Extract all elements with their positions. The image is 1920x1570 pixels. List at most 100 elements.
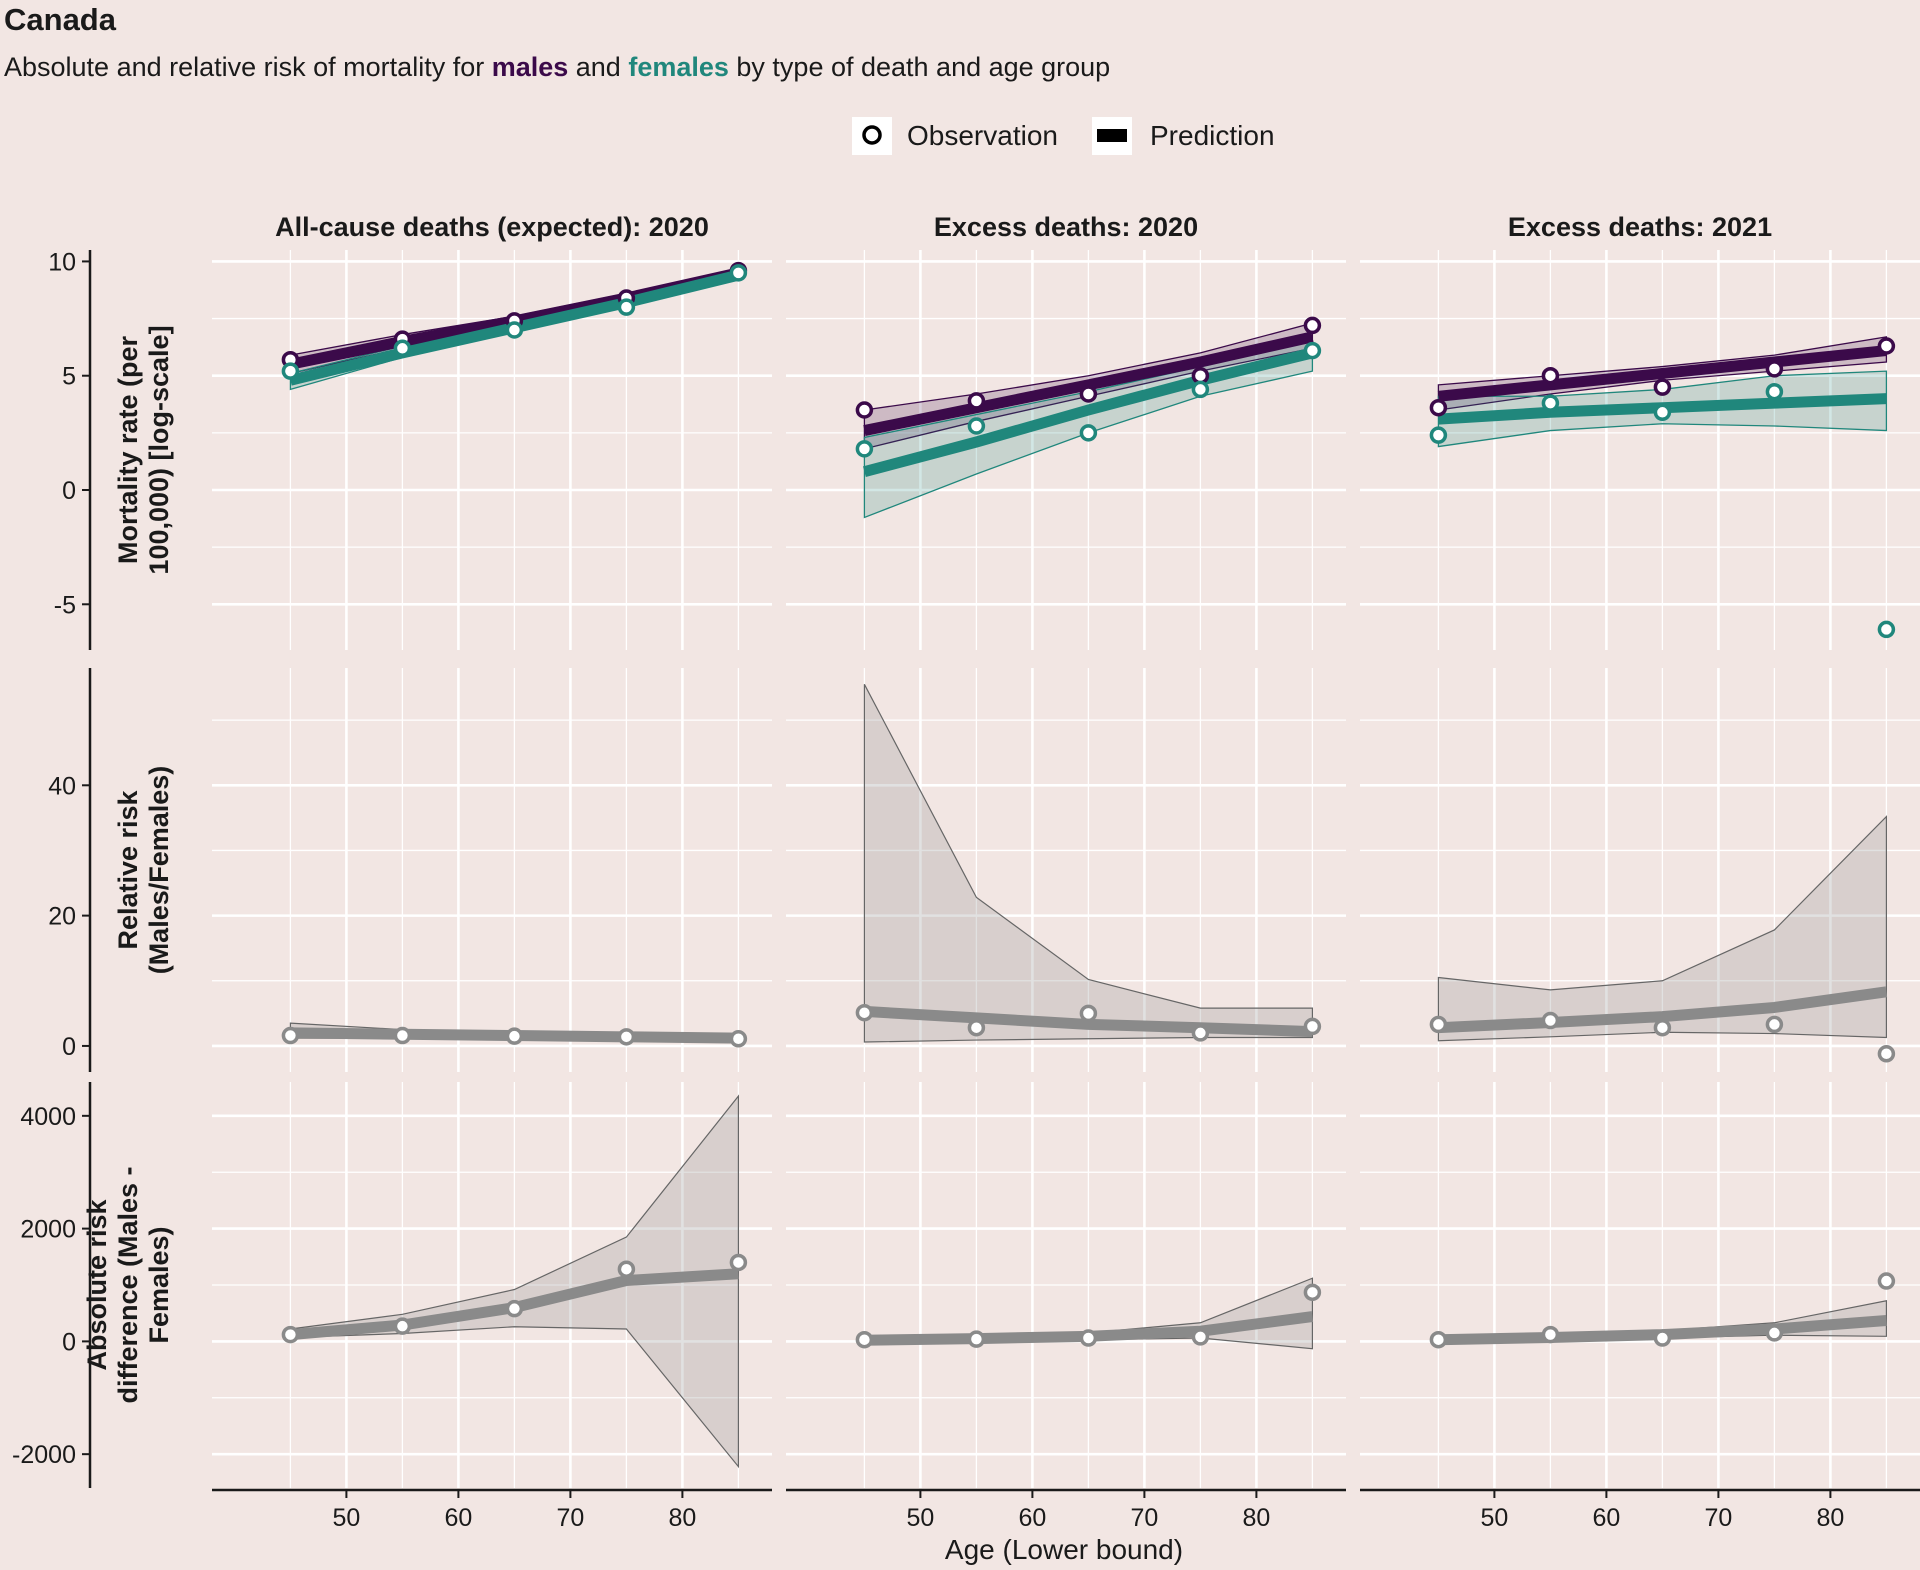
prediction-line bbox=[1438, 986, 1888, 1034]
observation-point-males bbox=[1541, 366, 1560, 385]
panel-relative_risk-1 bbox=[212, 668, 772, 1072]
subtitle-females: females bbox=[628, 52, 729, 82]
x-tick-label: 80 bbox=[668, 1504, 696, 1532]
y-tick-label: 5 bbox=[62, 363, 76, 391]
legend-prediction-marker bbox=[1097, 129, 1127, 142]
y-tick-label: 2000 bbox=[20, 1216, 76, 1244]
ci-band bbox=[1437, 815, 1887, 1042]
observation-point-females bbox=[1541, 394, 1560, 412]
observation-point-females bbox=[393, 339, 412, 358]
legend-observation-marker bbox=[862, 125, 882, 145]
observation-point-males bbox=[967, 392, 986, 410]
x-axis-title: Age (Lower bound) bbox=[945, 1534, 1183, 1565]
panel-absolute_risk-2 bbox=[786, 1082, 1346, 1488]
y-tick-label: 0 bbox=[62, 1033, 76, 1061]
observation-point bbox=[729, 1030, 748, 1048]
y-axis-title-line: (Males/Females) bbox=[144, 766, 174, 975]
y-tick-label: 0 bbox=[62, 477, 76, 505]
panel-relative_risk-2 bbox=[786, 668, 1346, 1072]
observation-point-females bbox=[1877, 620, 1896, 639]
subtitle-middle: and bbox=[568, 52, 629, 82]
panel-mortality-2 bbox=[786, 250, 1346, 650]
observation-point bbox=[505, 1027, 524, 1045]
x-tick-label: 70 bbox=[1704, 1504, 1732, 1532]
subtitle-suffix: by type of death and age group bbox=[728, 52, 1111, 82]
chart-title: Canada bbox=[4, 2, 116, 37]
observation-point-males bbox=[1765, 360, 1784, 378]
x-tick-label: 60 bbox=[444, 1504, 472, 1532]
y-axis-title-line: Females) bbox=[144, 1226, 174, 1343]
panel-mortality-3 bbox=[1360, 250, 1920, 650]
column-title: All-cause deaths (expected): 2020 bbox=[275, 212, 709, 242]
y-axis-title: Relative risk (Males/Females) bbox=[113, 766, 174, 975]
ci-band bbox=[863, 684, 1313, 1043]
subtitle-males: males bbox=[491, 52, 569, 82]
observation-point bbox=[1541, 1325, 1560, 1344]
observation-point-males bbox=[1429, 398, 1448, 417]
observation-point bbox=[393, 1317, 412, 1335]
observation-point bbox=[1429, 1015, 1448, 1034]
column-title: Excess deaths: 2020 bbox=[934, 212, 1198, 242]
y-axis-title-line: Mortality rate (per bbox=[113, 335, 143, 564]
observation-point bbox=[1653, 1018, 1672, 1037]
observation-point bbox=[729, 1253, 748, 1272]
observation-point bbox=[1877, 1272, 1896, 1290]
observation-point-females bbox=[855, 440, 874, 458]
y-axis-title-line: difference (Males - bbox=[113, 1166, 143, 1403]
observation-point-females bbox=[505, 321, 524, 339]
observation-point bbox=[855, 1330, 874, 1349]
observation-point-females bbox=[1429, 426, 1448, 444]
observation-point bbox=[967, 1018, 986, 1037]
x-tick-label: 80 bbox=[1816, 1504, 1844, 1532]
observation-point bbox=[617, 1260, 636, 1278]
observation-point-males bbox=[1191, 366, 1210, 385]
observation-point bbox=[1303, 1017, 1322, 1036]
column-title: Excess deaths: 2021 bbox=[1508, 212, 1772, 242]
observation-point-males bbox=[1303, 316, 1322, 335]
y-tick-label: -2000 bbox=[12, 1441, 76, 1469]
observation-point bbox=[1429, 1330, 1448, 1349]
x-tick-label: 80 bbox=[1242, 1504, 1270, 1532]
x-tick-label: 60 bbox=[1592, 1504, 1620, 1532]
y-tick-label: 40 bbox=[48, 772, 76, 800]
legend: Observation Prediction bbox=[852, 117, 1275, 155]
observation-point bbox=[281, 1325, 300, 1344]
y-axis-title-line: Relative risk bbox=[113, 789, 143, 949]
subtitle-prefix: Absolute and relative risk of mortality … bbox=[4, 52, 492, 82]
observation-point bbox=[1191, 1328, 1210, 1346]
panel-absolute_risk-1 bbox=[212, 1082, 772, 1488]
legend-prediction-label: Prediction bbox=[1150, 120, 1275, 151]
observation-point bbox=[1303, 1283, 1322, 1302]
y-tick-label: 0 bbox=[62, 1328, 76, 1356]
y-tick-label: 4000 bbox=[20, 1103, 76, 1131]
observation-point bbox=[1079, 1329, 1098, 1347]
x-tick-label: 50 bbox=[332, 1504, 360, 1532]
prediction-line-females bbox=[862, 347, 1314, 478]
panel-relative_risk-3 bbox=[1360, 668, 1920, 1072]
observation-point bbox=[855, 1003, 874, 1022]
observation-point-males bbox=[1653, 378, 1672, 396]
prediction-line-males bbox=[863, 331, 1314, 436]
chart-subtitle: Absolute and relative risk of mortality … bbox=[4, 52, 1110, 83]
y-axis-title-line: Absolute risk bbox=[82, 1198, 112, 1370]
observation-point-females bbox=[1653, 403, 1672, 422]
prediction-line-males bbox=[1437, 345, 1887, 402]
observation-point-females bbox=[967, 417, 986, 435]
x-tick-label: 70 bbox=[1130, 1504, 1158, 1532]
observation-point bbox=[505, 1299, 524, 1318]
observation-point bbox=[1079, 1004, 1098, 1023]
y-axis-title: Mortality rate (per 100,000) [log-scale] bbox=[113, 325, 174, 574]
panel-mortality-1 bbox=[212, 250, 772, 650]
prediction-line bbox=[864, 1005, 1313, 1038]
x-tick-label: 70 bbox=[556, 1504, 584, 1532]
y-tick-label: 10 bbox=[48, 248, 76, 276]
observation-point bbox=[1653, 1329, 1672, 1347]
observation-point bbox=[1765, 1324, 1784, 1342]
y-tick-label: -5 bbox=[54, 591, 76, 619]
observation-point-females bbox=[729, 264, 748, 282]
observation-point-females bbox=[1765, 382, 1784, 401]
observation-point bbox=[1877, 1045, 1896, 1063]
observation-point-females bbox=[1079, 424, 1098, 442]
observation-point bbox=[1541, 1011, 1560, 1030]
